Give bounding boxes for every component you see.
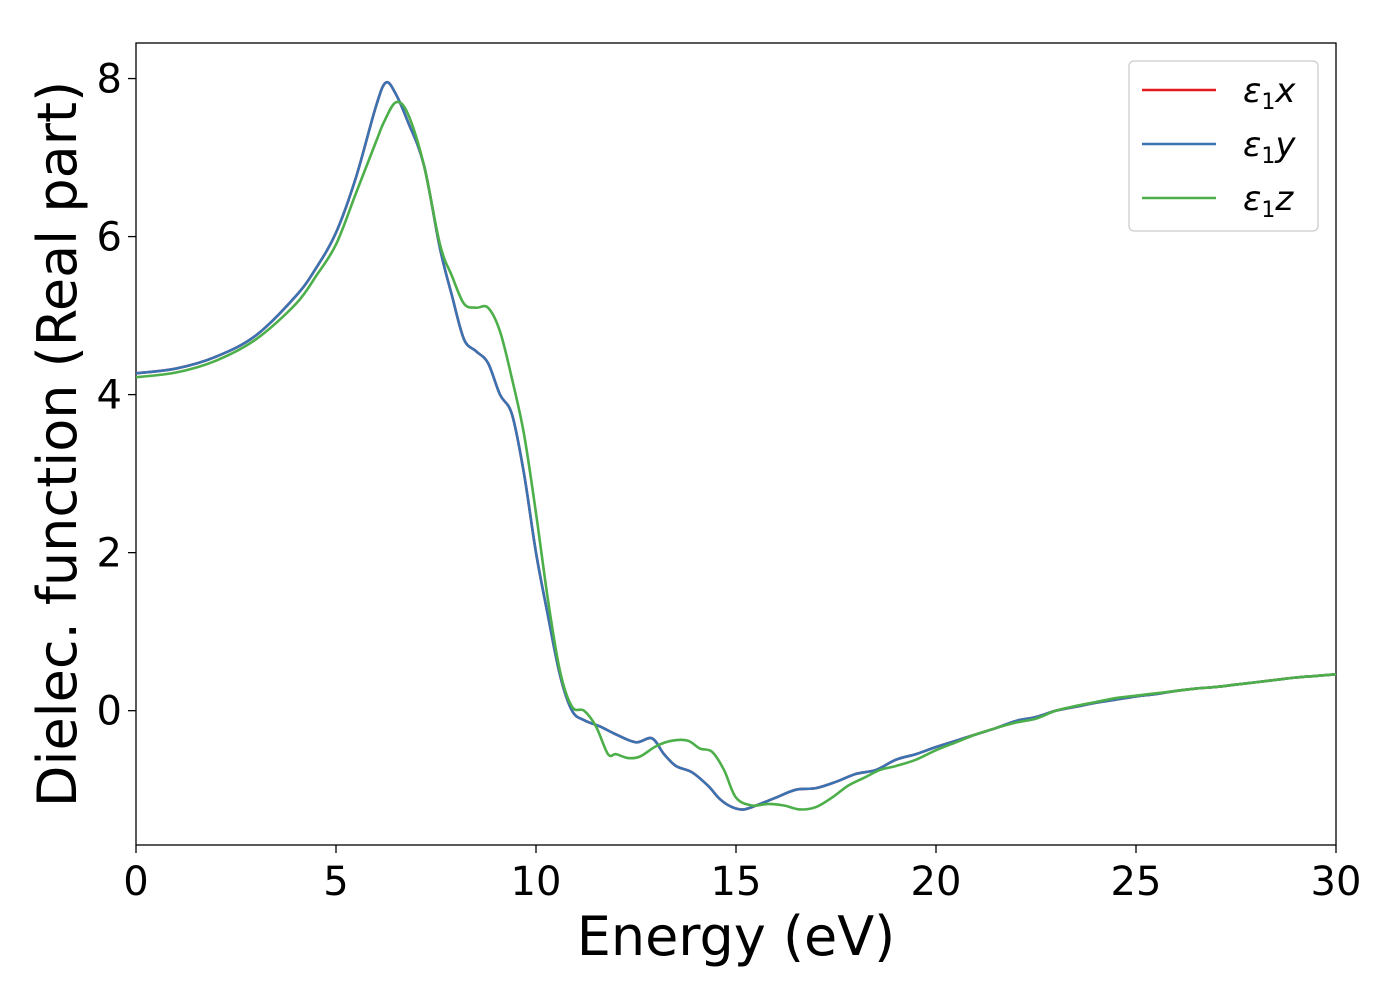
x-tick-label: 30 <box>1311 859 1362 905</box>
legend: ε1x ε1y ε1z <box>1128 60 1319 232</box>
y-axis-ticks: 0 2 4 6 8 <box>97 57 136 735</box>
series-line-z <box>135 100 1337 811</box>
y-tick-label: 2 <box>97 531 122 577</box>
y-tick-label: 8 <box>97 57 122 103</box>
x-axis-label: Energy (eV) <box>577 905 896 968</box>
x-tick-label: 20 <box>911 859 962 905</box>
x-tick-label: 5 <box>323 859 348 905</box>
y-tick-label: 0 <box>97 689 122 735</box>
y-axis-label: Dielec. function (Real part) <box>26 81 89 807</box>
x-tick-label: 25 <box>1111 859 1162 905</box>
series-layer <box>135 80 1337 811</box>
y-tick-label: 4 <box>97 373 122 419</box>
legend-box <box>1128 60 1319 232</box>
x-tick-label: 15 <box>711 859 762 905</box>
legend-label-y: ε1y <box>1243 125 1296 169</box>
legend-label-x: ε1x <box>1243 71 1296 115</box>
x-tick-label: 0 <box>123 859 148 905</box>
x-axis-ticks: 0 5 10 15 20 25 30 <box>123 845 1361 905</box>
legend-label-z: ε1z <box>1243 179 1294 223</box>
y-tick-label: 6 <box>97 215 122 261</box>
series-line-y <box>135 80 1337 811</box>
x-tick-label: 10 <box>511 859 562 905</box>
